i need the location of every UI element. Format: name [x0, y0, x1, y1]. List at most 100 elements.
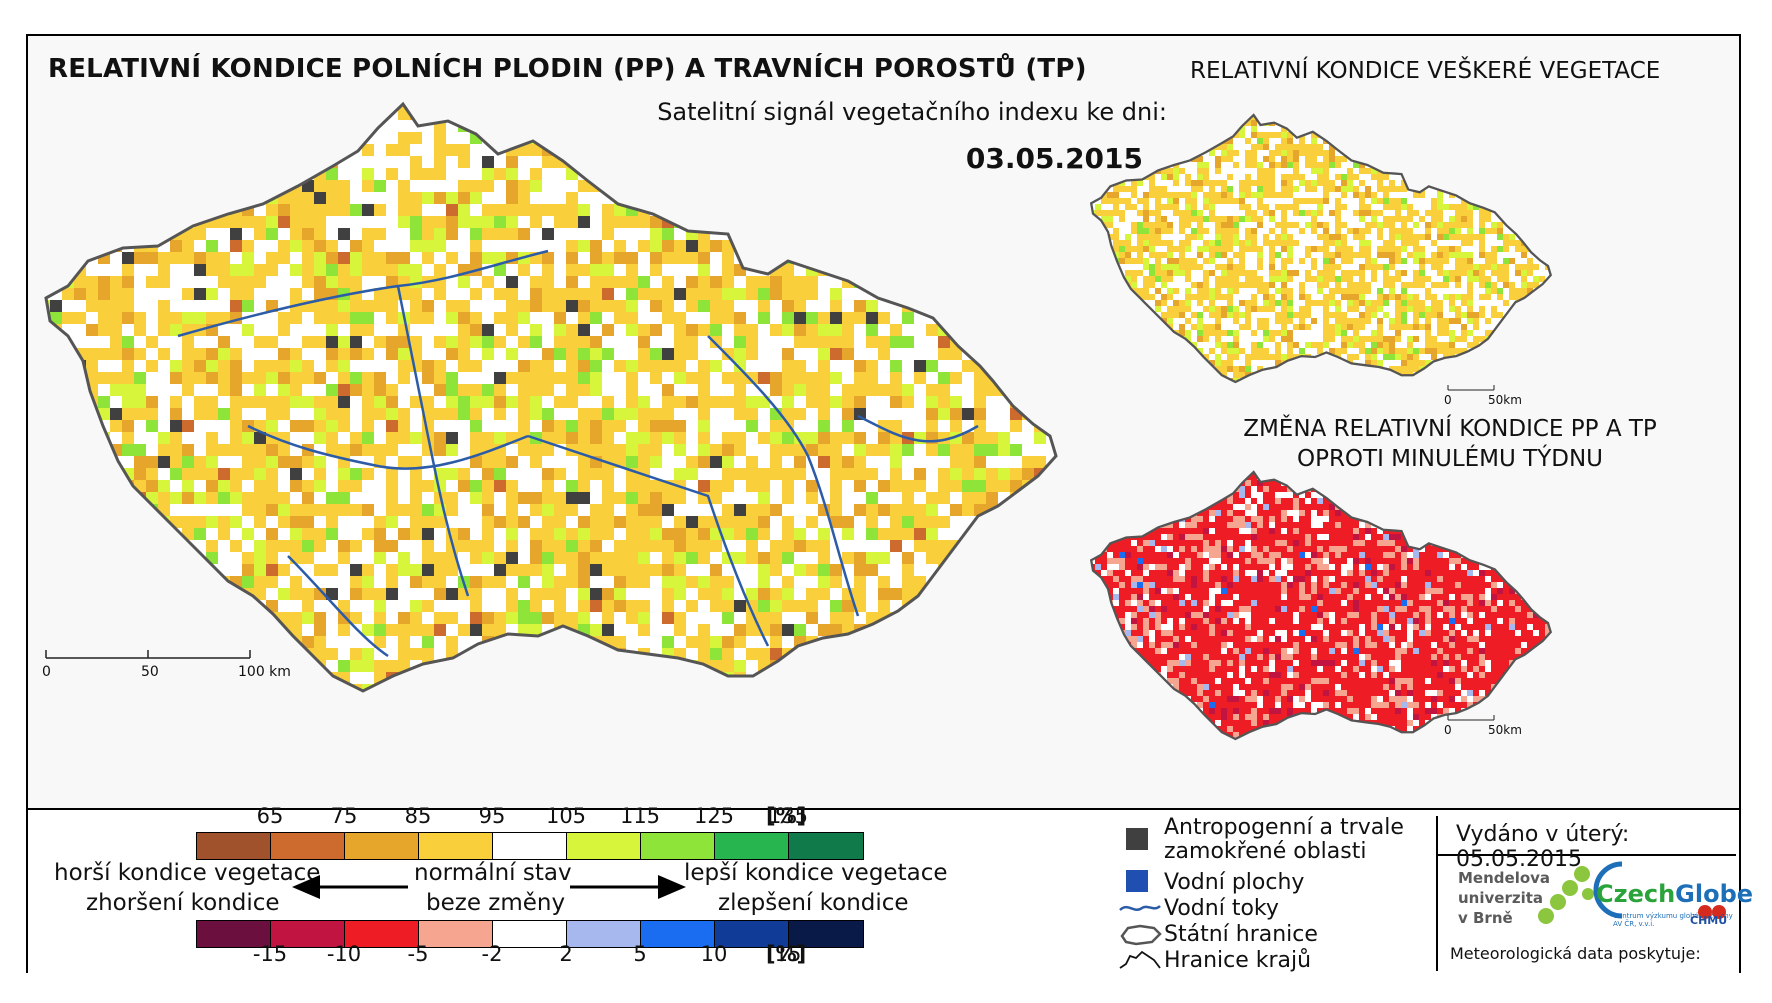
map-cell — [134, 252, 146, 264]
map-cell — [1197, 114, 1203, 120]
map-cell — [314, 228, 326, 240]
map-cell — [1521, 306, 1527, 312]
map-cell — [878, 312, 890, 324]
map-cell — [1347, 126, 1353, 132]
map-cell — [482, 276, 494, 288]
map-cell — [614, 672, 626, 684]
map-cell — [1491, 132, 1497, 138]
map-cell — [1359, 264, 1365, 270]
map-cell — [770, 456, 782, 468]
map-cell — [1245, 306, 1251, 312]
map-cell — [746, 624, 758, 636]
map-cell — [770, 104, 782, 108]
map-cell — [746, 504, 758, 516]
map-cell — [386, 384, 398, 396]
map-cell — [1557, 162, 1563, 168]
map-cell — [278, 504, 290, 516]
map-cell — [98, 504, 110, 516]
map-cell — [998, 636, 1010, 648]
map-cell — [1449, 252, 1455, 258]
map-cell — [62, 156, 74, 168]
map-cell — [1341, 174, 1347, 180]
map-cell — [290, 348, 302, 360]
map-cell — [1533, 264, 1539, 270]
map-cell — [446, 104, 458, 108]
map-cell — [1161, 282, 1167, 288]
map-cell — [1022, 108, 1034, 120]
map-cell — [830, 492, 842, 504]
map-cell — [1449, 222, 1455, 228]
map-cell — [638, 552, 650, 564]
map-cell — [710, 600, 722, 612]
map-cell — [578, 420, 590, 432]
map-cell — [734, 504, 746, 516]
map-cell — [1058, 516, 1070, 528]
map-cell — [830, 672, 842, 684]
map-cell — [674, 324, 686, 336]
map-cell — [878, 624, 890, 636]
map-cell — [1461, 210, 1467, 216]
map-cell — [446, 228, 458, 240]
map-cell — [818, 672, 830, 684]
map-cell — [1167, 204, 1173, 210]
map-cell — [110, 300, 122, 312]
map-cell — [878, 120, 890, 132]
map-cell — [350, 300, 362, 312]
map-cell — [530, 384, 542, 396]
map-cell — [494, 216, 506, 228]
map-cell — [1383, 96, 1389, 102]
map-cell — [734, 192, 746, 204]
map-cell — [170, 156, 182, 168]
map-cell — [758, 576, 770, 588]
map-cell — [350, 660, 362, 672]
map-cell — [842, 120, 854, 132]
map-cell — [1215, 156, 1221, 162]
map-cell — [494, 576, 506, 588]
map-cell — [122, 168, 134, 180]
map-cell — [1269, 102, 1275, 108]
map-cell — [1209, 204, 1215, 210]
map-cell — [62, 312, 74, 324]
map-cell — [110, 672, 122, 684]
map-cell — [698, 288, 710, 300]
map-cell — [542, 360, 554, 372]
map-cell — [1179, 324, 1185, 330]
map-cell — [1239, 132, 1245, 138]
map-cell — [494, 108, 506, 120]
map-cell — [578, 480, 590, 492]
map-cell — [1437, 234, 1443, 240]
map-cell — [1113, 282, 1119, 288]
map-cell — [506, 396, 518, 408]
map-cell — [974, 180, 986, 192]
map-cell — [50, 528, 62, 540]
map-cell — [386, 408, 398, 420]
map-cell — [1527, 186, 1533, 192]
map-cell — [314, 264, 326, 276]
map-cell — [170, 144, 182, 156]
map-cell — [86, 168, 98, 180]
map-cell — [1557, 258, 1563, 264]
map-cell — [1335, 282, 1341, 288]
map-cell — [758, 104, 770, 108]
map-cell — [1533, 216, 1539, 222]
map-cell — [1137, 252, 1143, 258]
map-cell — [278, 372, 290, 384]
map-cell — [122, 360, 134, 372]
map-cell — [1155, 132, 1161, 138]
map-cell — [1377, 252, 1383, 258]
map-cell — [98, 672, 110, 684]
map-cell — [1095, 330, 1101, 336]
map-cell — [866, 384, 878, 396]
map-cell — [506, 564, 518, 576]
map-cell — [734, 468, 746, 480]
map-cell — [1383, 198, 1389, 204]
map-cell — [782, 672, 794, 684]
map-cell — [650, 144, 662, 156]
map-cell — [1365, 252, 1371, 258]
map-cell — [1137, 168, 1143, 174]
map-cell — [1311, 132, 1317, 138]
map-cell — [494, 168, 506, 180]
map-cell — [950, 396, 962, 408]
map-cell — [218, 624, 230, 636]
map-cell — [1335, 108, 1341, 114]
